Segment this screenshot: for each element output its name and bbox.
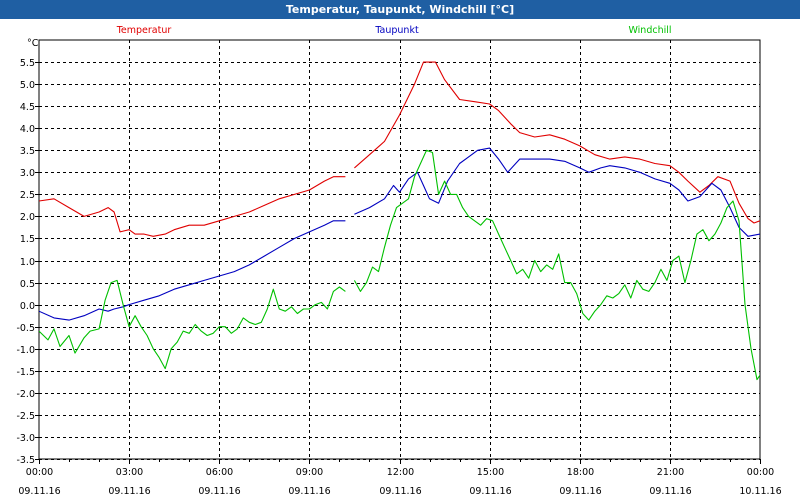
- x-tick-date: 09.11.16: [288, 486, 330, 497]
- y-tick-label: -2.0: [16, 389, 35, 400]
- y-tick-label: -3.5: [16, 455, 35, 466]
- series-line-windchill: [353, 149, 760, 381]
- legend: Temperatur Taupunkt Windchill: [116, 25, 672, 36]
- y-axis: 5.5 5.0 4.5 4.0 3.5 3.0 2.5 2.0 1.5 1.0 0.5 0.0 -0.5…: [16, 58, 39, 466]
- x-tick-time: 15:00: [477, 467, 504, 478]
- x-tick-date: 09.11.16: [469, 486, 511, 497]
- x-tick-date: 09.11.16: [379, 486, 421, 497]
- y-tick-label: 5.0: [20, 80, 35, 91]
- x-tick-date: 09.11.16: [559, 486, 601, 497]
- y-tick-label: 2.5: [20, 190, 35, 201]
- series-line-windchill: [39, 279, 346, 370]
- y-tick-label: 0.0: [20, 301, 35, 312]
- x-tick-time: 00:00: [747, 467, 774, 478]
- y-tick-label: -1.5: [16, 367, 35, 378]
- chart-canvas: 5.5 5.0 4.5 4.0 3.5 3.0 2.5 2.0 1.5 1.0 0.5 0.0 -0.5…: [16, 25, 782, 497]
- chart-title: Temperatur, Taupunkt, Windchill [°C]: [0, 0, 800, 19]
- x-tick-date: 09.11.16: [18, 486, 60, 497]
- y-tick-label: 3.0: [20, 168, 35, 179]
- x-tick-date: 10.11.16: [739, 486, 781, 497]
- grid: [38, 39, 761, 460]
- y-tick-label: 4.5: [20, 102, 35, 113]
- y-tick-label: 1.5: [20, 234, 35, 245]
- y-tick-label: -1.0: [16, 345, 35, 356]
- y-tick-label: 4.0: [20, 124, 35, 135]
- y-tick-label: 2.0: [20, 212, 35, 223]
- x-tick-time: 21:00: [657, 467, 684, 478]
- y-tick-label: -3.0: [16, 433, 35, 444]
- y-tick-label: -0.5: [16, 323, 35, 334]
- series-lines: [39, 61, 760, 381]
- y-tick-label: -2.5: [16, 411, 35, 422]
- legend-windchill: Windchill: [628, 25, 671, 36]
- x-tick-time: 09:00: [296, 467, 323, 478]
- y-tick-label: 0.5: [20, 279, 35, 290]
- y-tick-label: 3.5: [20, 146, 35, 157]
- x-tick-time: 06:00: [206, 467, 233, 478]
- y-tick-label: 1.0: [20, 257, 35, 268]
- y-unit-label: °C: [27, 38, 39, 49]
- x-tick-time: 00:00: [26, 467, 53, 478]
- x-tick-date: 09.11.16: [649, 486, 691, 497]
- x-tick-time: 03:00: [116, 467, 143, 478]
- x-tick-date: 09.11.16: [108, 486, 150, 497]
- legend-temperatur: Temperatur: [116, 25, 172, 36]
- plot-frame: [38, 39, 761, 460]
- legend-taupunkt: Taupunkt: [374, 25, 419, 36]
- y-tick-label: 5.5: [20, 58, 35, 69]
- x-tick-time: 18:00: [567, 467, 594, 478]
- series-line-taupunkt: [354, 147, 760, 237]
- series-line-taupunkt: [39, 220, 346, 321]
- series-line-temperatur: [354, 61, 760, 224]
- series-line-temperatur: [39, 176, 346, 237]
- x-tick-time: 12:00: [387, 467, 414, 478]
- x-axis: 00:00 09.11.16 03:00 09.11.16 06:00 09.11.16 0…: [18, 459, 782, 497]
- x-tick-date: 09.11.16: [198, 486, 240, 497]
